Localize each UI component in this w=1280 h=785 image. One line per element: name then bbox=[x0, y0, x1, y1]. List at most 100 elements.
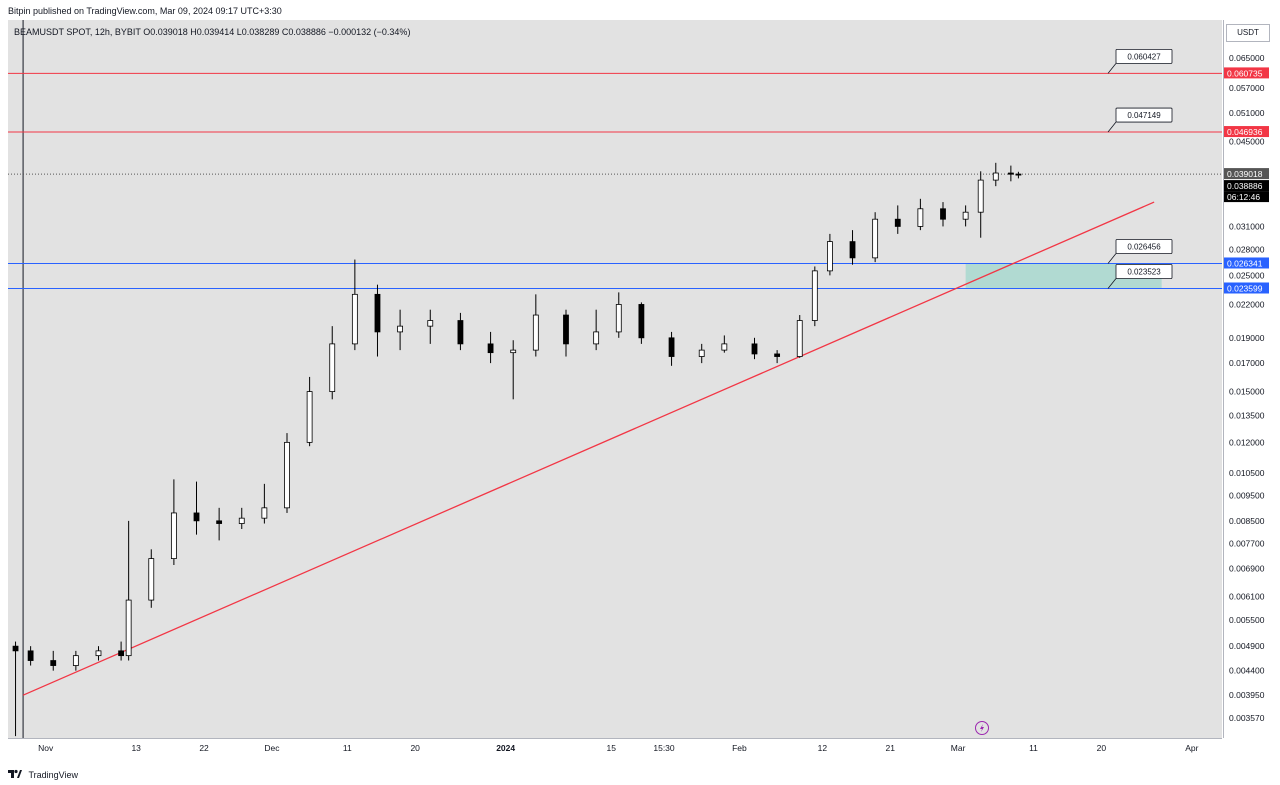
candle-body bbox=[977, 179, 984, 213]
price-tick-label: 0.007700 bbox=[1229, 538, 1265, 548]
candle-body bbox=[148, 558, 155, 601]
candle-body bbox=[457, 320, 464, 345]
price-tick-label: 0.006100 bbox=[1229, 591, 1265, 601]
price-badge-label: 0.026341 bbox=[1227, 258, 1263, 268]
price-badge-label: 0.039018 bbox=[1227, 169, 1263, 179]
price-chart[interactable]: 0.060427 0.047149 0.026456 0.023523 bbox=[0, 0, 1222, 738]
candle-body bbox=[796, 320, 803, 357]
candle-body bbox=[487, 343, 494, 354]
price-tick-label: 0.057000 bbox=[1229, 83, 1265, 93]
callout-label: 0.026456 bbox=[1127, 242, 1161, 251]
symbol-legend: BEAMUSDT SPOT, 12h, BYBIT O0.039018 H0.0… bbox=[14, 27, 411, 37]
candle-body bbox=[170, 512, 177, 560]
candles bbox=[12, 162, 1022, 737]
price-tick-label: 0.003570 bbox=[1229, 713, 1265, 723]
candle-body bbox=[118, 650, 125, 657]
price-badge bbox=[1224, 168, 1269, 180]
price-badge-label: 0.023599 bbox=[1227, 283, 1263, 293]
price-tick-label: 0.010500 bbox=[1229, 468, 1265, 478]
price-badge bbox=[1224, 257, 1269, 269]
candle-body bbox=[238, 517, 245, 524]
candle-body bbox=[698, 349, 705, 357]
published-text: Bitpin published on TradingView.com, Mar… bbox=[8, 6, 282, 16]
candle-body bbox=[872, 218, 879, 259]
callout-pointer bbox=[1107, 253, 1117, 264]
candle-body bbox=[306, 391, 313, 443]
candle-body bbox=[351, 293, 358, 345]
callout-box bbox=[1115, 49, 1173, 64]
candle-body bbox=[894, 218, 901, 227]
candle-body bbox=[50, 660, 57, 666]
candle-body bbox=[510, 349, 517, 354]
price-tick-label: 0.004900 bbox=[1229, 641, 1265, 651]
lightning-icon bbox=[975, 721, 989, 735]
time-tick-label: Apr bbox=[1185, 743, 1198, 753]
price-scale[interactable] bbox=[1223, 20, 1280, 738]
time-tick-label: 21 bbox=[885, 743, 895, 753]
price-tick-label: 0.051000 bbox=[1229, 108, 1265, 118]
candle-body bbox=[751, 343, 758, 355]
price-tick-label: 0.004400 bbox=[1229, 666, 1265, 676]
candle-body bbox=[638, 304, 645, 339]
time-tick-label: Nov bbox=[38, 743, 54, 753]
time-scale[interactable] bbox=[8, 738, 1222, 759]
price-tick-label: 0.013500 bbox=[1229, 411, 1265, 421]
callout-label: 0.060427 bbox=[1127, 52, 1161, 61]
candle-body bbox=[72, 655, 79, 666]
time-tick-label: 20 bbox=[410, 743, 420, 753]
price-badge bbox=[1224, 282, 1269, 294]
published-header: Bitpin published on TradingView.com, Mar… bbox=[0, 0, 1280, 20]
time-axis-labels: Nov 13 22 Dec 11 20 2024 15 15:30 Feb 12 21 Mar 11 20 A… bbox=[38, 743, 1198, 753]
price-badge bbox=[1224, 67, 1269, 79]
price-badge-label: 0.060735 bbox=[1227, 68, 1263, 78]
price-badge bbox=[1224, 126, 1269, 138]
price-tick-label: 0.006900 bbox=[1229, 563, 1265, 573]
candle-body bbox=[962, 211, 969, 220]
candle-body bbox=[1007, 172, 1014, 175]
ascending-trendline bbox=[22, 201, 1155, 696]
currency-button[interactable]: USDT bbox=[1226, 24, 1270, 42]
candle-body bbox=[668, 337, 675, 357]
price-tick-label: 0.031000 bbox=[1229, 221, 1265, 231]
candle-body bbox=[374, 293, 381, 333]
candle-body bbox=[811, 270, 818, 321]
time-tick-label: 15:30 bbox=[653, 743, 675, 753]
candle-body bbox=[615, 304, 622, 333]
time-tick-label: 2024 bbox=[496, 743, 515, 753]
candle-body bbox=[12, 645, 19, 652]
candle-body bbox=[284, 441, 290, 509]
price-tick-label: 0.003950 bbox=[1229, 690, 1265, 700]
callout-box bbox=[1115, 107, 1173, 123]
candle-body bbox=[95, 650, 102, 657]
candle-body bbox=[827, 241, 833, 272]
callout-box bbox=[1115, 264, 1173, 279]
price-tick-label: 0.025000 bbox=[1229, 270, 1265, 280]
time-tick-label: Feb bbox=[732, 743, 747, 753]
candle-body bbox=[774, 353, 781, 357]
chart-pane[interactable] bbox=[8, 20, 1222, 738]
time-tick-label: 12 bbox=[818, 743, 828, 753]
callout-pointer bbox=[1107, 63, 1117, 74]
candle-body bbox=[27, 650, 34, 661]
time-tick-label: 20 bbox=[1097, 743, 1107, 753]
candle-body bbox=[261, 507, 268, 519]
callout-label: 0.023523 bbox=[1127, 267, 1161, 276]
candle-body bbox=[563, 314, 569, 345]
candle-body bbox=[125, 599, 132, 657]
candle-body bbox=[193, 512, 200, 522]
candle-body bbox=[427, 320, 434, 327]
price-badge-label: 0.046936 bbox=[1227, 127, 1263, 137]
price-badge bbox=[1224, 191, 1269, 203]
candle-body bbox=[992, 172, 999, 181]
time-tick-label: 11 bbox=[343, 743, 352, 753]
time-tick-label: 13 bbox=[131, 743, 141, 753]
price-tick-label: 0.019000 bbox=[1229, 333, 1265, 343]
price-tick-label: 0.005500 bbox=[1229, 615, 1265, 625]
price-tick-label: 0.028000 bbox=[1229, 245, 1265, 255]
price-badge-label: 0.038886 bbox=[1227, 181, 1263, 191]
price-tick-label: 0.009500 bbox=[1229, 491, 1265, 501]
footer: TradingView bbox=[8, 765, 78, 780]
candle-body bbox=[1015, 173, 1022, 176]
callout-pointer bbox=[1107, 121, 1117, 133]
candle-body bbox=[532, 314, 539, 351]
